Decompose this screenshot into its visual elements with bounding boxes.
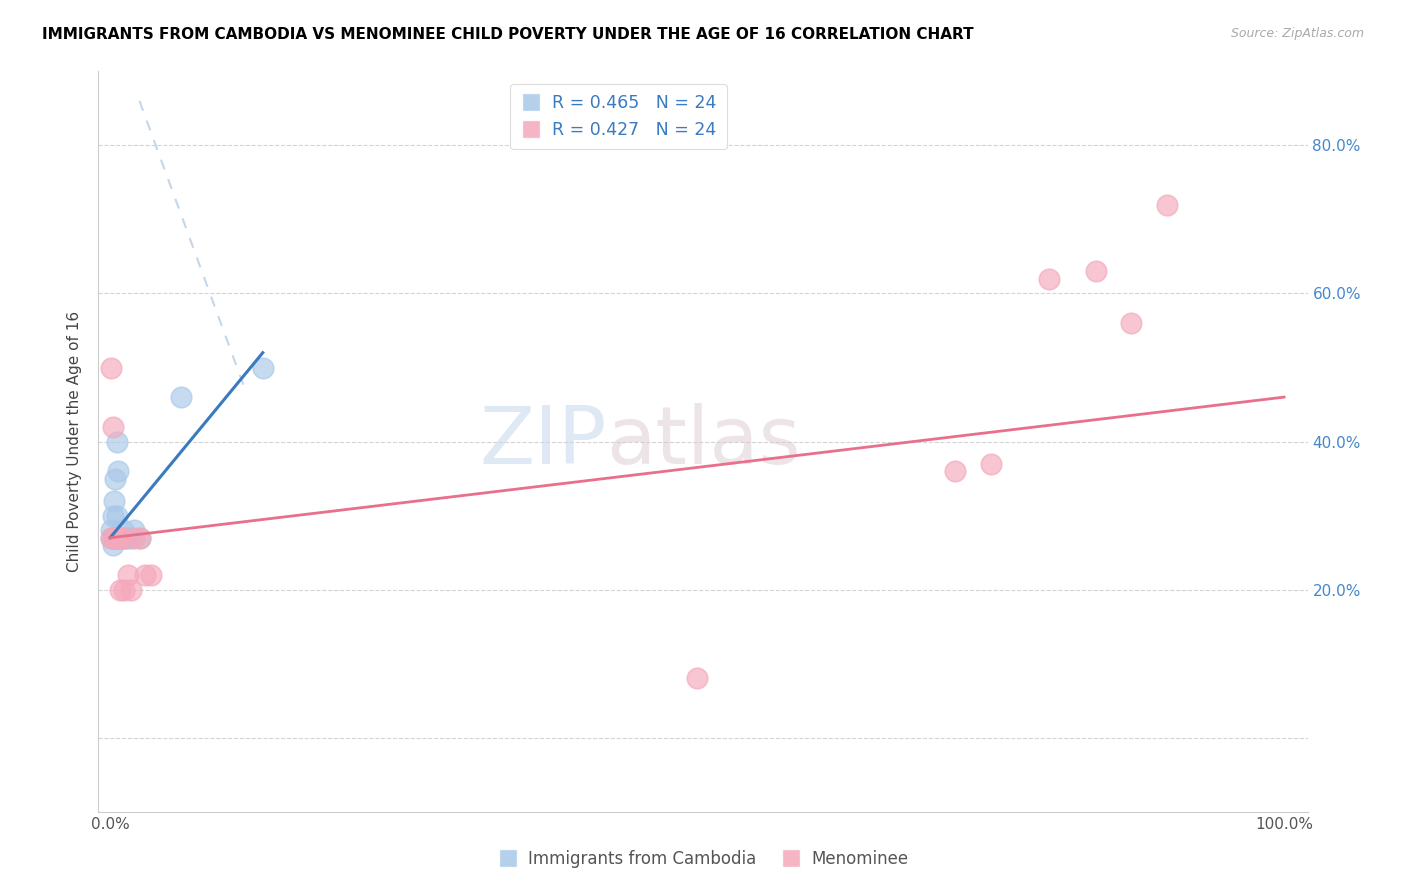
- Point: [980, 457, 1002, 471]
- Point: [111, 531, 134, 545]
- Point: [169, 390, 191, 404]
- Text: atlas: atlas: [606, 402, 800, 481]
- Point: [100, 524, 122, 538]
- Point: [112, 524, 135, 538]
- Legend: Immigrants from Cambodia, Menominee: Immigrants from Cambodia, Menominee: [491, 844, 915, 875]
- Point: [134, 567, 156, 582]
- Point: [110, 531, 132, 545]
- Point: [112, 582, 135, 597]
- Point: [105, 531, 128, 545]
- Point: [252, 360, 274, 375]
- Point: [141, 567, 163, 582]
- Point: [105, 434, 128, 449]
- Point: [110, 531, 132, 545]
- Point: [122, 524, 145, 538]
- Point: [101, 419, 124, 434]
- Point: [107, 531, 129, 545]
- Point: [117, 531, 139, 545]
- Point: [120, 531, 142, 545]
- Point: [108, 531, 131, 545]
- Legend: R = 0.465   N = 24, R = 0.427   N = 24: R = 0.465 N = 24, R = 0.427 N = 24: [510, 84, 727, 149]
- Point: [107, 464, 129, 478]
- Point: [103, 531, 125, 545]
- Point: [104, 472, 127, 486]
- Point: [1121, 316, 1143, 330]
- Point: [114, 531, 136, 545]
- Point: [105, 508, 128, 523]
- Point: [105, 531, 128, 545]
- Point: [108, 582, 131, 597]
- Y-axis label: Child Poverty Under the Age of 16: Child Poverty Under the Age of 16: [67, 311, 83, 572]
- Point: [100, 531, 122, 545]
- Point: [945, 464, 967, 478]
- Point: [105, 531, 128, 545]
- Point: [103, 493, 125, 508]
- Point: [128, 531, 150, 545]
- Point: [104, 531, 127, 545]
- Point: [100, 531, 122, 545]
- Point: [1156, 197, 1178, 211]
- Point: [100, 360, 122, 375]
- Text: IMMIGRANTS FROM CAMBODIA VS MENOMINEE CHILD POVERTY UNDER THE AGE OF 16 CORRELAT: IMMIGRANTS FROM CAMBODIA VS MENOMINEE CH…: [42, 27, 974, 42]
- Point: [1038, 271, 1060, 285]
- Point: [128, 531, 150, 545]
- Text: ZIP: ZIP: [479, 402, 606, 481]
- Point: [122, 531, 145, 545]
- Text: Source: ZipAtlas.com: Source: ZipAtlas.com: [1230, 27, 1364, 40]
- Point: [1085, 264, 1108, 278]
- Point: [112, 531, 135, 545]
- Point: [101, 538, 124, 552]
- Point: [103, 531, 125, 545]
- Point: [111, 531, 134, 545]
- Point: [686, 672, 709, 686]
- Point: [120, 582, 142, 597]
- Point: [117, 567, 139, 582]
- Point: [101, 508, 124, 523]
